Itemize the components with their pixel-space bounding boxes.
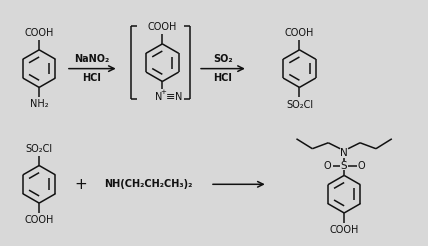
Text: NH₂: NH₂ (30, 99, 48, 109)
Text: NH(CH₂CH₂CH₃)₂: NH(CH₂CH₂CH₃)₂ (104, 179, 193, 189)
Text: N: N (340, 148, 348, 158)
Text: COOH: COOH (330, 225, 359, 235)
Text: N: N (155, 92, 162, 102)
Text: O: O (324, 160, 331, 170)
Text: O: O (357, 160, 365, 170)
Text: NaNO₂: NaNO₂ (74, 54, 110, 64)
Text: +: + (160, 89, 166, 95)
Text: COOH: COOH (24, 215, 54, 225)
Text: HCl: HCl (214, 73, 232, 82)
Text: +: + (74, 177, 87, 192)
Text: ≡: ≡ (166, 92, 175, 102)
Text: COOH: COOH (24, 28, 54, 38)
Text: N: N (175, 92, 182, 102)
Text: SO₂Cl: SO₂Cl (26, 144, 53, 154)
Text: COOH: COOH (285, 28, 314, 38)
Text: SO₂: SO₂ (213, 54, 233, 64)
Text: COOH: COOH (148, 22, 177, 32)
Text: SO₂Cl: SO₂Cl (286, 100, 313, 110)
Text: HCl: HCl (82, 73, 101, 82)
Text: S: S (341, 160, 348, 170)
